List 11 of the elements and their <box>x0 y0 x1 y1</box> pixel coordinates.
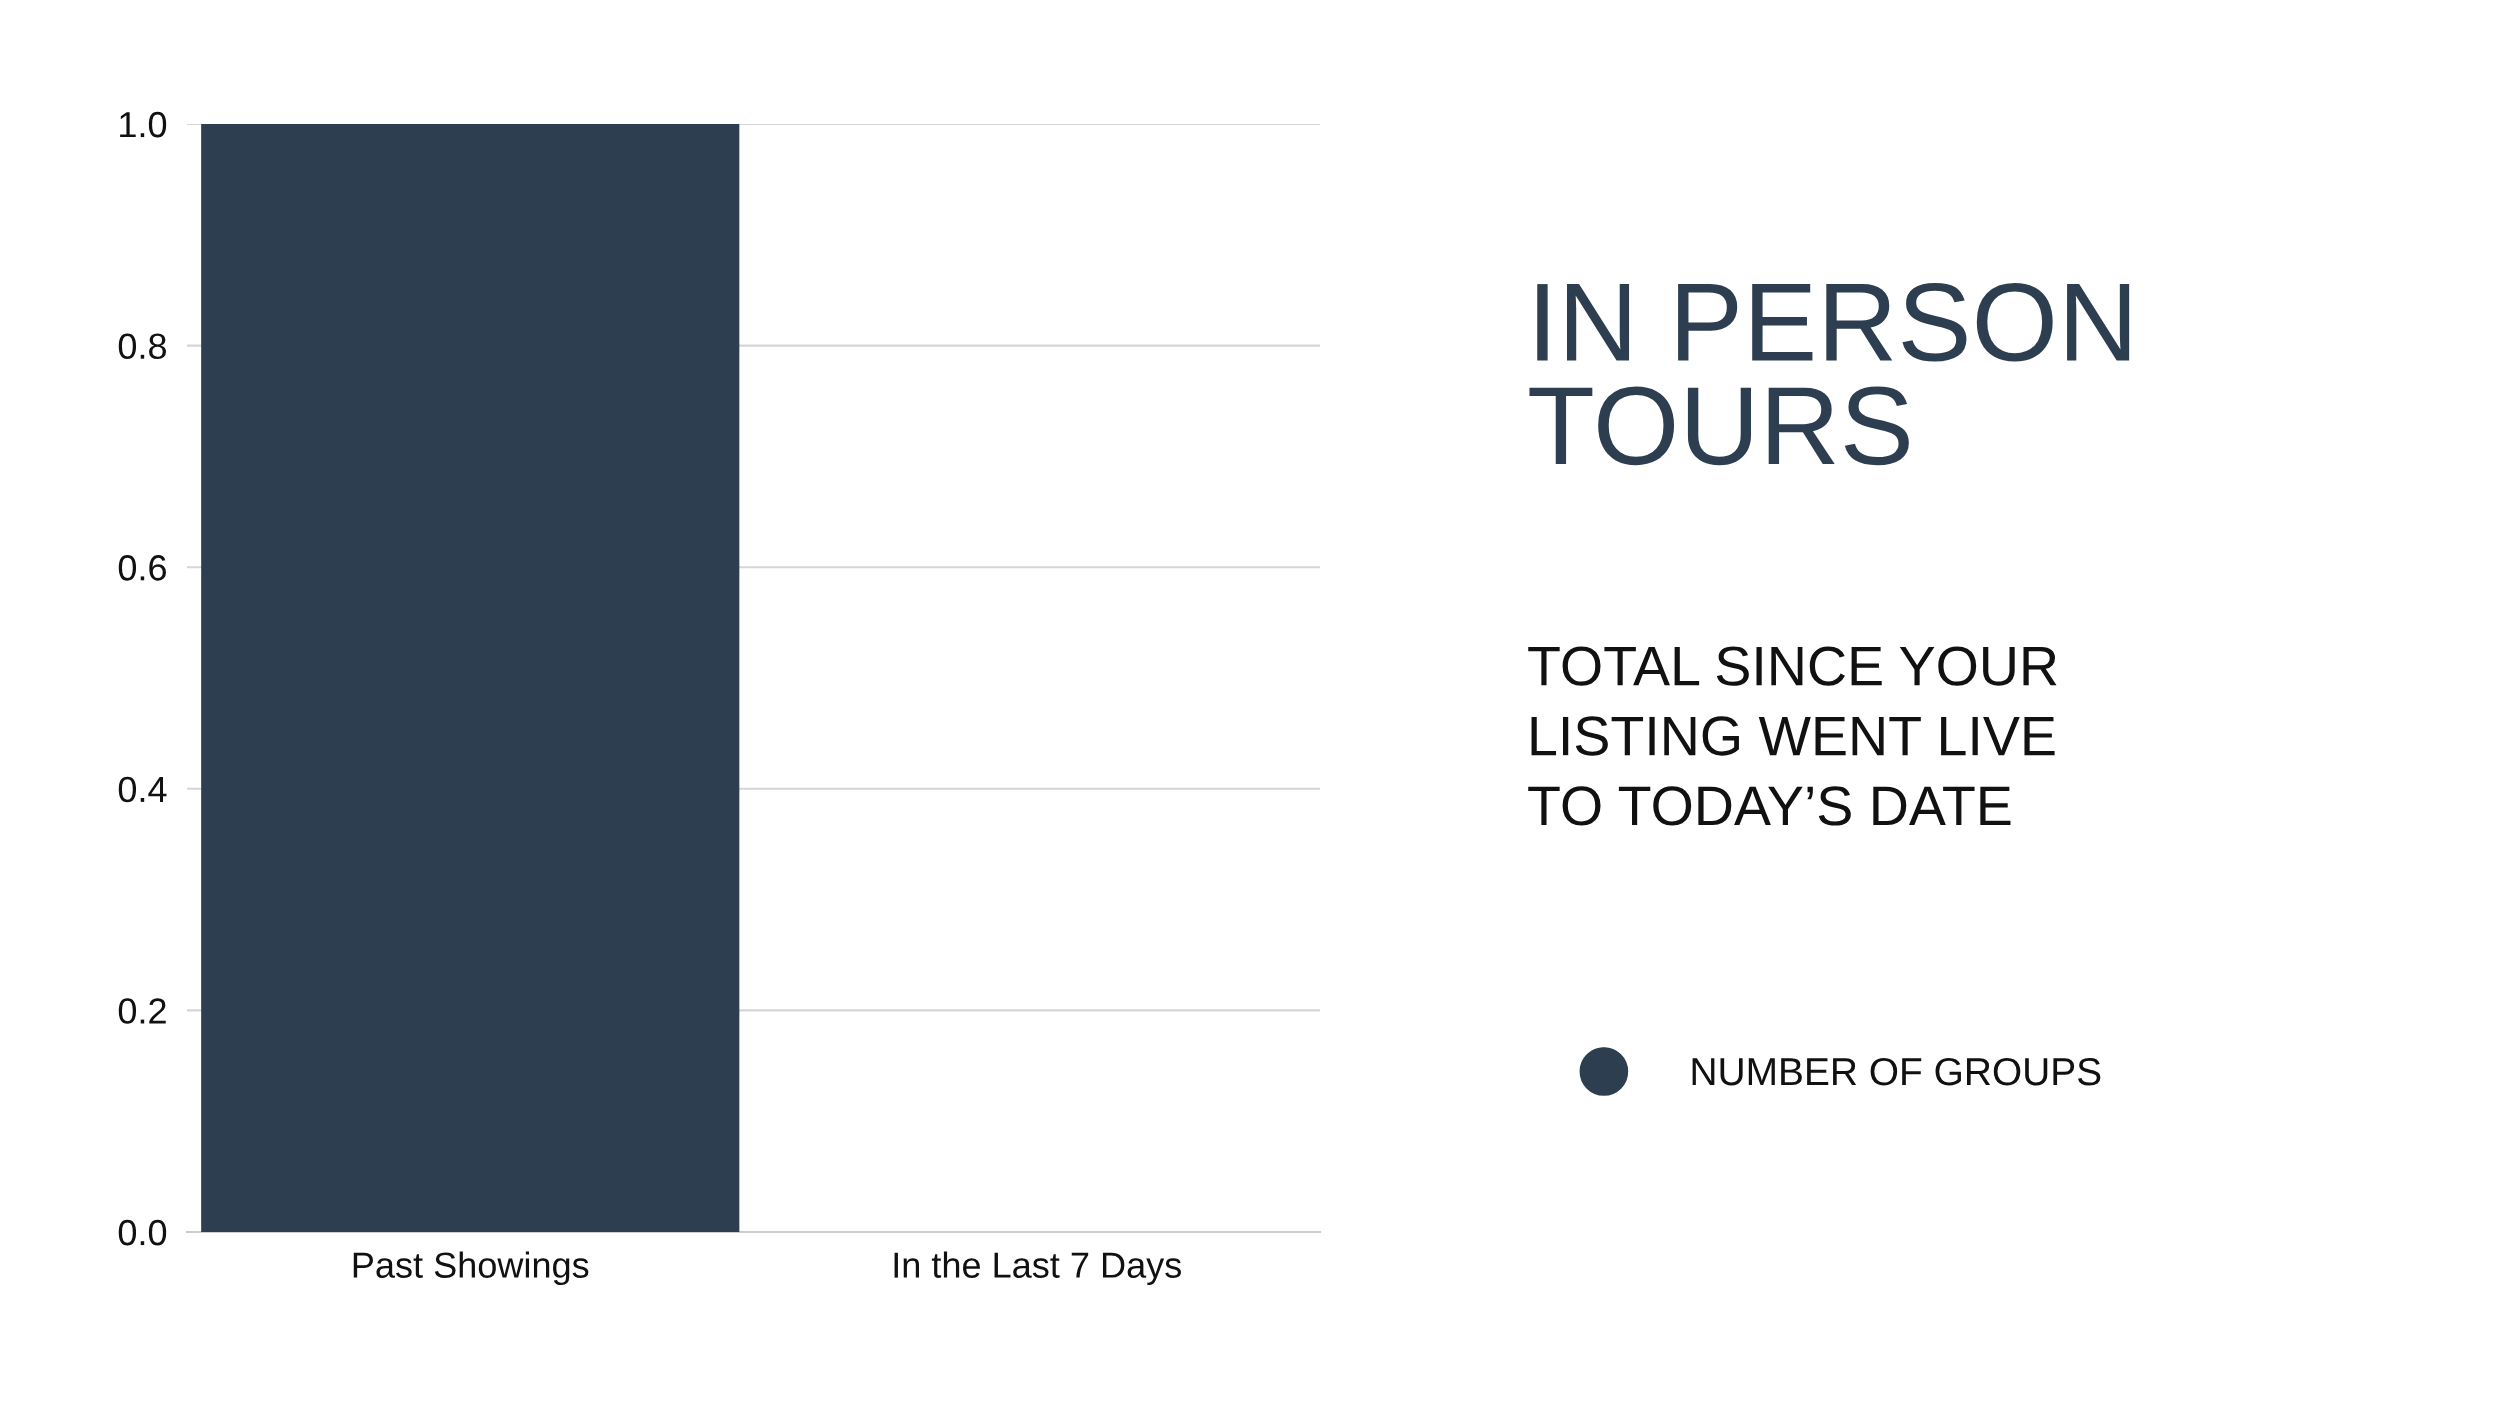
x-tick-label: In the Last 7 Days <box>894 1251 1181 1286</box>
text: TOTAL SINCE YOUR LISTING WENT LIVE TO TODAY’S DATE <box>1528 646 2057 826</box>
y-tick-label: 0.2 <box>118 998 166 1024</box>
y-tick-label: 0.4 <box>118 776 167 803</box>
y-tick-label: 1.0 <box>120 111 167 138</box>
x-tick-label: Past Showings <box>353 1251 589 1286</box>
y-tick-label: 0.8 <box>118 333 166 360</box>
y-tick-label: 0.6 <box>118 555 166 581</box>
text: IN PERSON TOURS <box>1529 282 2130 466</box>
legend-label: NUMBER OF GROUPS <box>1692 1057 2101 1086</box>
y-tick-label: 0.0 <box>118 1219 167 1246</box>
